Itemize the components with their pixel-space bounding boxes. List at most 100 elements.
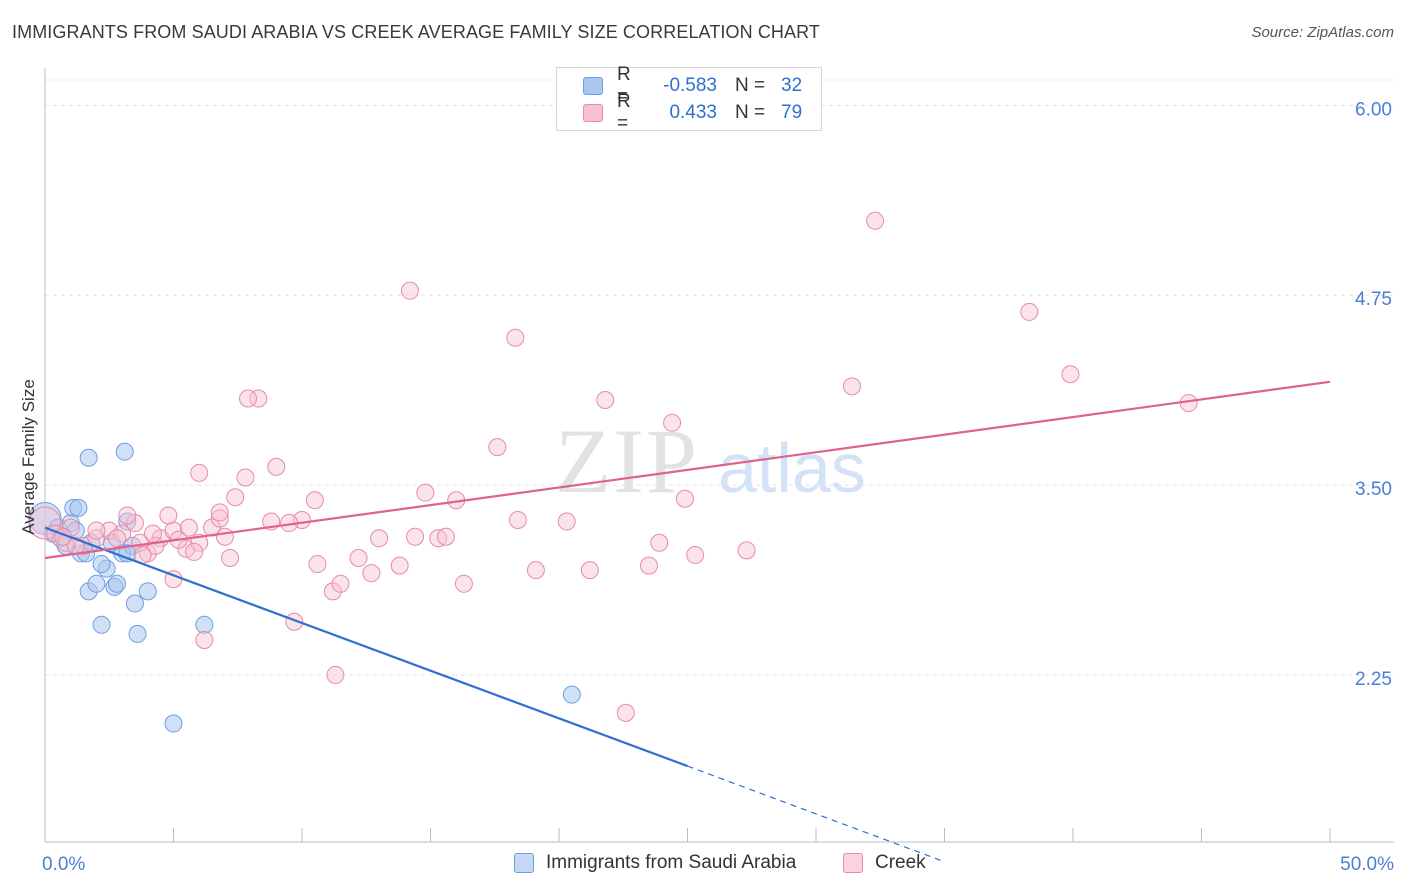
data-points (28, 211, 1198, 733)
creek-point (239, 389, 258, 408)
creek-point (1020, 302, 1039, 321)
saudi-point (92, 615, 111, 634)
creek-point (400, 281, 419, 300)
creek-point (663, 413, 682, 432)
creek-point (362, 564, 381, 583)
creek-point (215, 527, 234, 546)
saudi-trend-extension (687, 765, 945, 863)
creek-point (639, 556, 658, 575)
creek-point (349, 548, 368, 567)
saudi-point (69, 498, 88, 517)
y-tick-label: 6.00 (1355, 99, 1392, 120)
creek-point (87, 521, 106, 540)
legend-label-creek: Creek (875, 852, 926, 873)
creek-point (125, 514, 144, 533)
legend-swatch-saudi (514, 853, 534, 873)
saudi-point (79, 448, 98, 467)
saudi-point (118, 512, 137, 531)
creek-point (1061, 365, 1080, 384)
creek-point (675, 489, 694, 508)
legend-item-saudi: Immigrants from Saudi Arabia (514, 852, 796, 874)
creek-point (159, 506, 178, 525)
creek-point (596, 391, 615, 410)
source-label: Source: ZipAtlas.com (1251, 24, 1394, 41)
legend-item-creek: Creek (843, 852, 926, 874)
creek-point (616, 703, 635, 722)
creek-point (221, 548, 240, 567)
creek-point (866, 211, 885, 230)
legend-n-value: 79 (781, 102, 803, 123)
y-axis-label: Average Family Size (19, 379, 38, 535)
saudi-point (195, 615, 214, 634)
legend-r-label: R = (617, 91, 631, 134)
tick-labels: 2.25 3.50 4.75 6.00 0.0% 50.0% (42, 99, 1394, 875)
trend-lines (44, 380, 1331, 863)
saudi-point (562, 685, 581, 704)
y-tick-label: 4.75 (1355, 289, 1392, 310)
y-tick-label: 2.25 (1355, 669, 1392, 690)
creek-point (267, 457, 286, 476)
creek-point (143, 524, 162, 543)
creek-point (406, 527, 425, 546)
watermark-zip: ZIP (555, 410, 699, 512)
saudi-trend-line (44, 526, 688, 768)
creek-point (390, 556, 409, 575)
creek-point (557, 512, 576, 531)
creek-point (737, 541, 756, 560)
correlation-legend: R = -0.583 N = 32 R = 0.433 N = 79 (556, 64, 822, 134)
saudi-point (125, 594, 144, 613)
creek-point (429, 529, 448, 548)
creek-point (226, 488, 245, 507)
creek-point (107, 529, 126, 548)
legend-row-saudi: R = -0.583 N = 32 (583, 64, 803, 107)
saudi-point (87, 574, 106, 593)
creek-point (326, 665, 345, 684)
creek-point (190, 463, 209, 482)
saudi-point (164, 714, 183, 733)
creek-point (236, 468, 255, 487)
legend-swatch-saudi (583, 77, 603, 95)
saudi-point (107, 574, 126, 593)
creek-point (305, 491, 324, 510)
saudi-point (128, 624, 147, 643)
creek-point (118, 506, 137, 525)
legend-n-value: 32 (781, 75, 803, 96)
legend-label-saudi: Immigrants from Saudi Arabia (546, 852, 797, 873)
legend-n-label: N = (735, 75, 766, 96)
creek-point (190, 533, 209, 552)
creek-point (416, 483, 435, 502)
creek-point (454, 574, 473, 593)
creek-point (650, 533, 669, 552)
creek-point (506, 328, 525, 347)
creek-point (370, 529, 389, 548)
creek-point (488, 438, 507, 457)
saudi-point (138, 582, 157, 601)
series-legend: Immigrants from Saudi Arabia Creek (0, 852, 1406, 878)
creek-point (185, 542, 204, 561)
creek-point (210, 503, 229, 522)
creek-point (210, 509, 229, 528)
creek-trend-line (44, 380, 1331, 560)
legend-swatch-creek (583, 104, 603, 122)
creek-point (308, 555, 327, 574)
legend-swatch-creek (843, 853, 863, 873)
creek-point (323, 582, 342, 601)
creek-point (526, 561, 545, 580)
creek-point (508, 511, 527, 530)
creek-point (580, 561, 599, 580)
x-tick-label-min: 0.0% (42, 854, 85, 875)
creek-point (331, 574, 350, 593)
creek-point (436, 527, 455, 546)
chart-title: IMMIGRANTS FROM SAUDI ARABIA VS CREEK AV… (12, 22, 820, 42)
creek-point (686, 545, 705, 564)
y-tick-label: 3.50 (1355, 479, 1392, 500)
creek-point (249, 389, 268, 408)
legend-row-creek: R = 0.433 N = 79 (583, 91, 803, 134)
creek-point (842, 377, 861, 396)
legend-n-label: N = (735, 102, 766, 123)
grid-lines (45, 79, 1394, 676)
legend-r-value: 0.433 (669, 102, 717, 123)
creek-point (195, 630, 214, 649)
watermark-atlas: atlas (718, 429, 866, 507)
